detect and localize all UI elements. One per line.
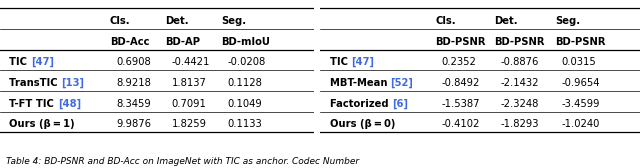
Text: TIC: TIC <box>330 57 351 67</box>
Text: Cls.: Cls. <box>110 16 131 26</box>
Text: 0.6908: 0.6908 <box>116 57 151 67</box>
Text: TransTIC: TransTIC <box>10 78 61 88</box>
Text: Table 4: BD-PSNR and BD-Acc on ImageNet with TIC as anchor. Codec Number: Table 4: BD-PSNR and BD-Acc on ImageNet … <box>6 157 360 166</box>
Text: TIC: TIC <box>10 57 31 67</box>
Text: 0.7091: 0.7091 <box>172 99 207 109</box>
Text: -0.8876: -0.8876 <box>500 57 539 67</box>
Text: -0.9654: -0.9654 <box>562 78 600 88</box>
Text: -0.4102: -0.4102 <box>442 119 480 129</box>
Text: Ours (β = 0): Ours (β = 0) <box>330 119 395 129</box>
Text: BD-PSNR: BD-PSNR <box>494 37 545 47</box>
Text: BD-Acc: BD-Acc <box>110 37 149 47</box>
Text: 0.0315: 0.0315 <box>562 57 596 67</box>
Text: [47]: [47] <box>31 57 54 67</box>
Text: Factorized: Factorized <box>330 99 392 109</box>
Text: -1.0240: -1.0240 <box>562 119 600 129</box>
Text: [47]: [47] <box>351 57 374 67</box>
Text: Cls.: Cls. <box>435 16 456 26</box>
Text: BD-PSNR: BD-PSNR <box>435 37 486 47</box>
Text: Ours (β = 1): Ours (β = 1) <box>10 119 75 129</box>
Text: MBT-Mean: MBT-Mean <box>330 78 390 88</box>
Text: -0.8492: -0.8492 <box>442 78 480 88</box>
Text: 8.9218: 8.9218 <box>116 78 151 88</box>
Text: 0.2352: 0.2352 <box>442 57 476 67</box>
Text: -0.0208: -0.0208 <box>227 57 266 67</box>
Text: -1.5387: -1.5387 <box>442 99 480 109</box>
Text: 0.1128: 0.1128 <box>227 78 262 88</box>
Text: Seg.: Seg. <box>221 16 246 26</box>
Text: Seg.: Seg. <box>556 16 580 26</box>
Text: 8.3459: 8.3459 <box>116 99 151 109</box>
Text: 0.1133: 0.1133 <box>227 119 262 129</box>
Text: T-FT TIC: T-FT TIC <box>10 99 58 109</box>
Text: 9.9876: 9.9876 <box>116 119 151 129</box>
Text: Det.: Det. <box>494 16 518 26</box>
Text: [13]: [13] <box>61 78 84 88</box>
Text: -0.4421: -0.4421 <box>172 57 210 67</box>
Text: BD-PSNR: BD-PSNR <box>556 37 605 47</box>
Text: [48]: [48] <box>58 98 81 109</box>
Text: -2.1432: -2.1432 <box>500 78 540 88</box>
Text: [52]: [52] <box>390 78 413 88</box>
Text: [6]: [6] <box>392 98 408 109</box>
Text: BD-AP: BD-AP <box>166 37 200 47</box>
Text: 1.8259: 1.8259 <box>172 119 207 129</box>
Text: BD-mIoU: BD-mIoU <box>221 37 270 47</box>
Text: Det.: Det. <box>166 16 189 26</box>
Text: -1.8293: -1.8293 <box>500 119 540 129</box>
Text: 0.1049: 0.1049 <box>227 99 262 109</box>
Text: -3.4599: -3.4599 <box>562 99 600 109</box>
Text: 1.8137: 1.8137 <box>172 78 207 88</box>
Text: -2.3248: -2.3248 <box>500 99 539 109</box>
